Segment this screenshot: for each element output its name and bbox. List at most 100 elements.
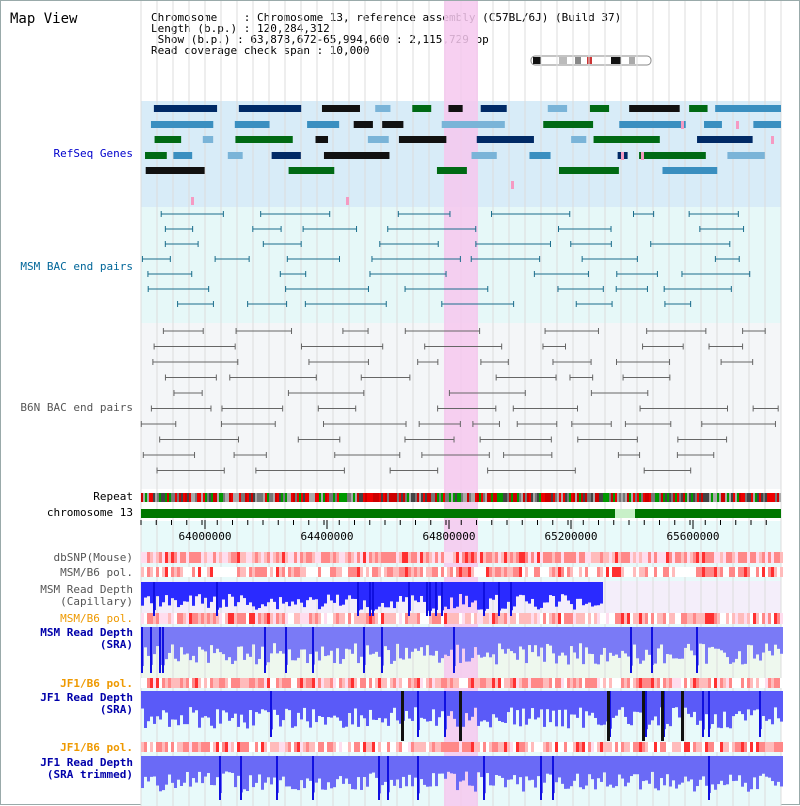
- jf1-b6-pol-mark: [525, 678, 528, 688]
- track-label-msm-bac[interactable]: MSM BAC end pairs: [20, 260, 133, 273]
- jf1-b6-pol-mark: [222, 678, 225, 688]
- msm-b6-pol2-mark: [489, 613, 492, 624]
- refseq-gene: [715, 105, 781, 112]
- repeat-mark: [207, 493, 209, 502]
- msm-b6-pol2-mark: [171, 613, 174, 624]
- dbsnp-mark: [585, 552, 588, 563]
- dbsnp-mark: [612, 552, 615, 563]
- msm-depth-sra-bar: [591, 627, 594, 655]
- msm-b6-pol2-mark: [144, 613, 147, 624]
- msm-b6-pol-mark: [204, 567, 207, 577]
- jf1-b6-pol2-mark: [282, 742, 285, 752]
- jf1-depth-trim-bar: [321, 756, 324, 790]
- jf1-depth-sra-bar: [198, 691, 201, 728]
- jf1-depth-trim-bar: [501, 756, 504, 778]
- jf1-depth-sra-bar: [297, 691, 300, 713]
- jf1-depth-trim-bar: [729, 756, 732, 775]
- jf1-depth-trim-bar: [192, 756, 195, 779]
- msm-depth-sra-bar: [714, 627, 717, 649]
- msm-depth-sra-bar: [477, 627, 480, 655]
- repeat-mark: [579, 493, 581, 502]
- msm-b6-pol-mark: [627, 567, 630, 577]
- jf1-depth-sra-bar: [711, 691, 714, 725]
- msm-depth-sra-bar: [249, 627, 252, 657]
- track-label-chromosome[interactable]: chromosome 13: [46, 506, 133, 519]
- axis-tick-label: 64000000: [179, 530, 232, 543]
- dbsnp-mark: [339, 552, 342, 563]
- jf1-depth-trim-bar: [702, 756, 705, 777]
- track-label-msm-b6-pol-2[interactable]: MSM/B6 pol.: [60, 612, 133, 625]
- track-label-msm-b6-pol-1[interactable]: MSM/B6 pol.: [60, 566, 133, 579]
- jf1-b6-pol-mark: [372, 678, 375, 688]
- track-label-jf1-b6-pol-1[interactable]: JF1/B6 pol.: [60, 677, 133, 690]
- msm-b6-pol2-mark: [297, 613, 300, 624]
- msm-b6-pol2-mark: [567, 613, 570, 624]
- msm-depth-sra-bar: [666, 627, 669, 655]
- track-label-jf1-depth-trimmed[interactable]: JF1 Read Depth (SRA trimmed): [40, 757, 133, 781]
- jf1-depth-trim-bar: [222, 756, 225, 774]
- jf1-b6-pol2-mark: [300, 742, 303, 752]
- jf1-depth-trim-bar: [678, 756, 681, 785]
- jf1-b6-pol-mark: [369, 678, 372, 688]
- jf1-depth-trim-bar: [612, 756, 615, 788]
- jf1-depth-trim-bar: [651, 756, 654, 772]
- repeat-mark: [517, 493, 519, 502]
- jf1-depth-sra-bar: [525, 691, 528, 725]
- track-label-msm-depth-sra[interactable]: MSM Read Depth (SRA): [40, 627, 133, 651]
- track-label-jf1-b6-pol-2[interactable]: JF1/B6 pol.: [60, 741, 133, 754]
- msm-depth-capillary-bar: [480, 582, 483, 610]
- jf1-depth-trim-bar: [180, 756, 183, 786]
- repeat-mark: [493, 493, 495, 502]
- jf1-depth-sra-bar: [384, 691, 387, 719]
- msm-depth-sra-bar: [279, 627, 282, 652]
- repeat-mark: [763, 493, 765, 502]
- jf1-depth-trim-bar: [390, 756, 393, 780]
- track-label-jf1-depth-sra[interactable]: JF1 Read Depth (SRA): [40, 692, 133, 716]
- msm-b6-pol2-mark: [147, 613, 150, 624]
- msm-depth-sra-bar: [630, 627, 632, 673]
- track-label-repeat[interactable]: Repeat: [93, 490, 133, 503]
- msm-b6-pol-mark: [336, 567, 339, 577]
- msm-depth-capillary-bar: [600, 582, 603, 604]
- msm-b6-pol2-mark: [711, 613, 714, 624]
- repeat-mark: [259, 493, 261, 502]
- jf1-b6-pol-mark: [141, 678, 144, 688]
- msm-b6-pol2-mark: [165, 613, 168, 624]
- repeat-mark: [571, 493, 573, 502]
- jf1-b6-pol-mark: [612, 678, 615, 688]
- repeat-mark: [409, 493, 411, 502]
- repeat-mark: [293, 493, 295, 502]
- msm-depth-sra-bar: [609, 627, 612, 653]
- jf1-depth-trim-bar: [675, 756, 678, 789]
- jf1-depth-sra-bar: [573, 691, 576, 715]
- msm-depth-sra-bar: [657, 627, 660, 649]
- dbsnp-mark: [468, 552, 471, 563]
- msm-depth-sra-bar: [738, 627, 741, 652]
- msm-depth-capillary-bar: [153, 582, 155, 616]
- jf1-depth-sra-bar: [381, 691, 384, 723]
- msm-depth-capillary-bar: [399, 582, 402, 597]
- msm-depth-capillary-bar: [540, 582, 543, 608]
- msm-depth-sra-bar: [753, 627, 756, 659]
- msm-depth-sra-bar: [492, 627, 495, 655]
- dbsnp-mark: [651, 552, 654, 563]
- jf1-b6-pol2-mark: [204, 742, 207, 752]
- msm-depth-capillary-bar: [309, 582, 312, 598]
- track-label-dbsnp[interactable]: dbSNP(Mouse): [53, 551, 133, 564]
- msm-b6-pol2-mark: [360, 613, 363, 624]
- msm-depth-sra-bar: [747, 627, 750, 645]
- track-label-refseq[interactable]: RefSeq Genes: [53, 147, 133, 160]
- track-label-msm-depth-capillary[interactable]: MSM Read Depth (Capillary): [40, 584, 133, 608]
- jf1-b6-pol-mark: [603, 678, 606, 688]
- msm-depth-sra-bar: [567, 627, 570, 665]
- dbsnp-mark: [195, 552, 198, 563]
- msm-depth-sra-bar: [387, 627, 390, 651]
- msm-b6-pol-mark: [144, 567, 147, 577]
- jf1-b6-pol2-mark: [348, 742, 351, 752]
- dbsnp-mark: [477, 552, 480, 563]
- jf1-b6-pol-mark: [699, 678, 702, 688]
- track-label-b6n-bac[interactable]: B6N BAC end pairs: [20, 401, 133, 414]
- jf1-b6-pol-mark: [144, 678, 147, 688]
- dbsnp-mark: [558, 552, 561, 563]
